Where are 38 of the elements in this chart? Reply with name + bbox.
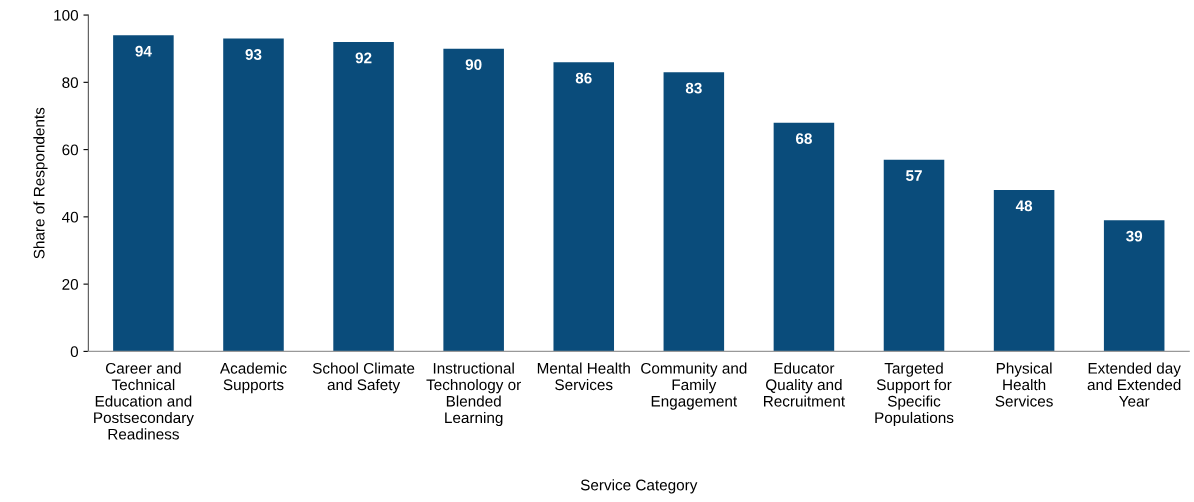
bar: [553, 62, 615, 352]
y-tick-label: 0: [70, 346, 79, 358]
x-tick-label: Mental Health Services: [537, 362, 630, 391]
bar: [883, 159, 945, 352]
data-label: 48: [1015, 200, 1033, 212]
x-tick-label: Academic Supports: [219, 362, 287, 394]
data-label: 39: [1126, 230, 1143, 242]
x-tick-label: Community and Family Engagement: [641, 362, 747, 410]
bar: [773, 122, 835, 352]
data-label: 83: [685, 82, 702, 94]
x-tick-label: Physical Health Services: [995, 362, 1053, 407]
x-axis-title: Service Category: [580, 479, 698, 494]
y-tick-label: 80: [62, 77, 79, 89]
bar: [993, 189, 1055, 352]
bar: [443, 48, 504, 352]
x-tick-label: School Climate and Safety: [312, 362, 415, 394]
bar: [113, 35, 174, 352]
y-axis-title: Share of Respondents: [33, 107, 48, 259]
x-tick-label: Targeted Support for Specific Populations: [875, 362, 954, 427]
bar: [663, 72, 725, 352]
bar: [333, 41, 394, 352]
x-tick-label: Career and Technical Education and Postsecondary Readiness: [94, 362, 194, 440]
x-tick-label: Extended day and Extended Year: [1087, 362, 1181, 407]
y-tick-label: 100: [54, 9, 79, 21]
data-label: 86: [575, 72, 592, 84]
bar: [223, 38, 284, 352]
data-label: 90: [465, 59, 482, 71]
data-label: 93: [245, 49, 262, 60]
x-tick-label: Instructional Technology or Blended Learning: [426, 362, 521, 427]
data-label: 92: [355, 52, 372, 64]
bar: [1103, 220, 1165, 352]
x-tick-label: Educator Quality and Recruitment: [764, 362, 845, 407]
data-label: 94: [135, 45, 152, 57]
y-tick-label: 60: [62, 144, 79, 156]
data-label: 57: [905, 170, 922, 181]
y-tick-label: 40: [61, 211, 79, 223]
data-label: 68: [795, 133, 812, 144]
y-tick-label: 20: [62, 279, 79, 290]
